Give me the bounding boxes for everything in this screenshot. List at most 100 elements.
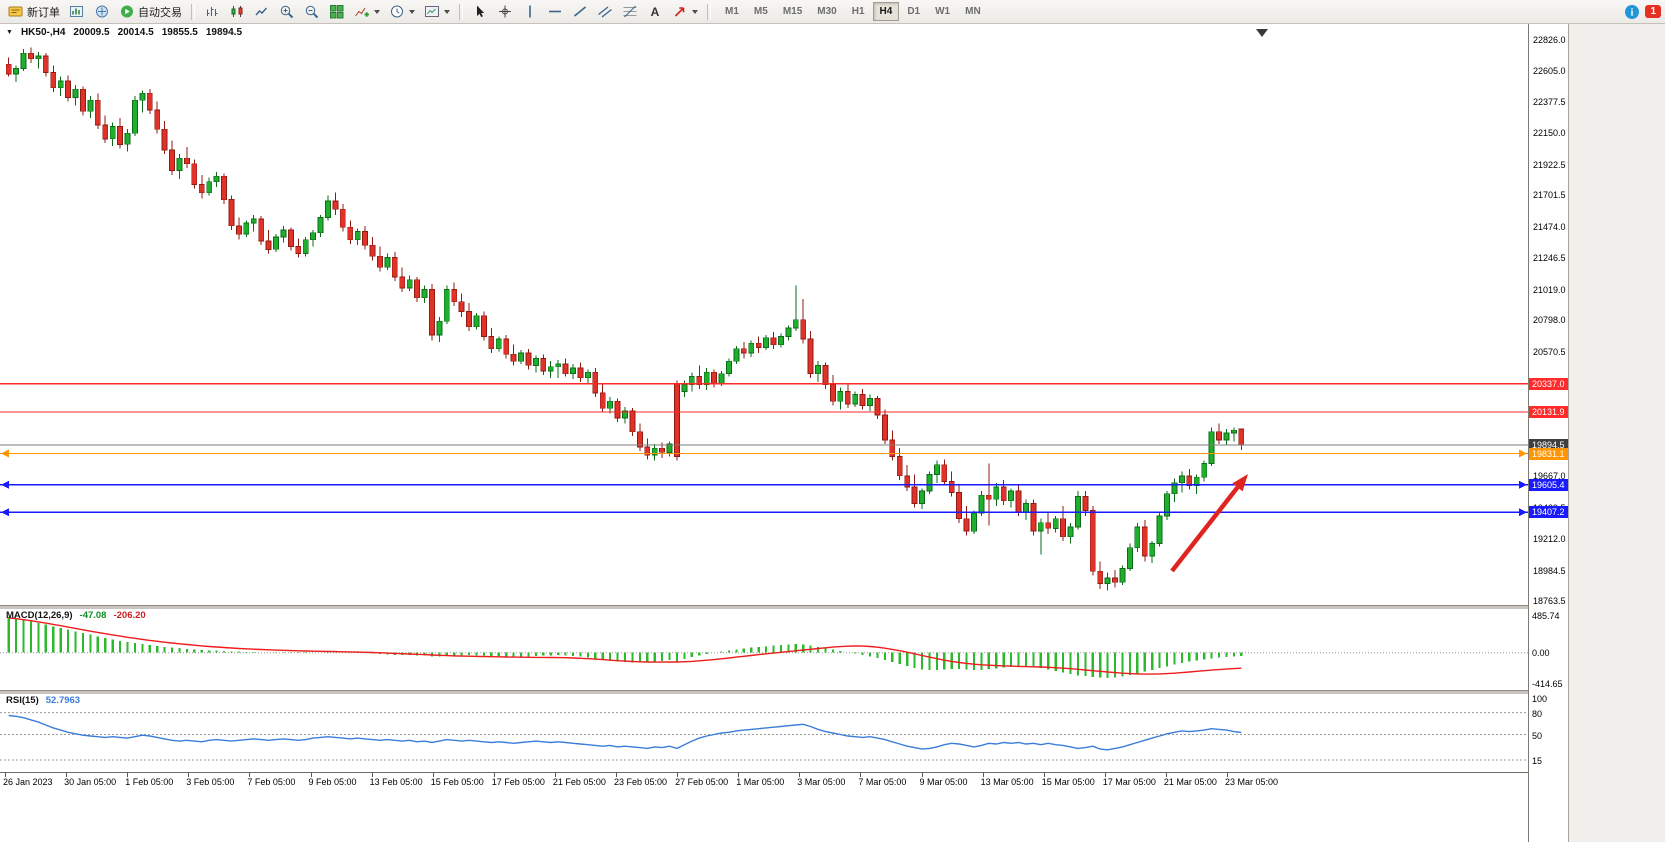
timeframe-toolbar: M1 M5 M15 M30 H1 H4 D1 W1 MN: [718, 2, 988, 21]
time-label: 23 Feb 05:00: [614, 777, 668, 787]
time-tick: [127, 773, 129, 777]
candlestick-chart-button[interactable]: [225, 2, 249, 22]
workspace-background: [1569, 23, 1665, 842]
fibonacci-icon: [623, 5, 637, 18]
time-label: 9 Feb 05:00: [308, 777, 357, 787]
line-chart-button[interactable]: [250, 2, 274, 22]
zoom-in-button[interactable]: [275, 2, 299, 22]
time-label: 27 Feb 05:00: [675, 777, 729, 787]
support-line-blue-upper[interactable]: [0, 480, 1528, 489]
macd-scale-tick: 485.74: [1532, 611, 1560, 621]
svg-text:A: A: [651, 5, 660, 19]
time-label: 15 Mar 05:00: [1041, 777, 1095, 787]
macd-histogram: [7, 617, 1243, 678]
rsi-panel[interactable]: [0, 693, 1528, 772]
vertical-line-button[interactable]: [518, 2, 542, 22]
channel-button[interactable]: [593, 2, 617, 22]
time-label: 13 Feb 05:00: [369, 777, 423, 787]
price-tick: 18763.5: [1533, 596, 1566, 607]
macd-panel[interactable]: [0, 608, 1528, 690]
rsi-scale-tick: 80: [1532, 708, 1543, 719]
notification-badge[interactable]: 1: [1645, 5, 1661, 18]
time-tick: [738, 773, 740, 777]
time-tick: [554, 773, 556, 777]
timeframe-h1-button[interactable]: H1: [845, 2, 872, 21]
support-line-blue-lower-price-label: 19407.2: [1529, 506, 1568, 519]
templates-button[interactable]: [420, 2, 454, 22]
trendline-button[interactable]: [568, 2, 592, 22]
channel-icon: [598, 6, 612, 18]
chart-symbol-period: HK50-,H4: [20, 27, 66, 38]
toolbar-separator: [459, 3, 463, 20]
market-watch-button[interactable]: [65, 2, 89, 22]
periods-button[interactable]: [385, 2, 419, 22]
crosshair-button[interactable]: [493, 2, 517, 22]
timeframe-m5-button[interactable]: M5: [747, 2, 775, 21]
arrows-button[interactable]: [668, 2, 702, 22]
time-tick: [249, 773, 251, 777]
rsi-scale-tick: 15: [1532, 756, 1543, 766]
zoom-out-button[interactable]: [300, 2, 324, 22]
chevron-down-icon: [374, 9, 380, 14]
time-axis[interactable]: 26 Jan 2023 30 Jan 05:00 1 Feb 05:00 3 Feb …: [0, 772, 1568, 793]
time-label: 9 Mar 05:00: [919, 777, 968, 787]
toolbar-separator: [191, 3, 195, 20]
trend-arrow[interactable]: [1170, 474, 1248, 573]
clock-icon: [391, 5, 403, 18]
indicators-button[interactable]: [350, 2, 384, 22]
community-icon[interactable]: i: [1624, 4, 1640, 20]
chart-open-value: 20009.5: [73, 27, 110, 38]
timeframe-m1-button[interactable]: M1: [718, 2, 746, 21]
panel-splitter[interactable]: [0, 690, 1568, 695]
panel-splitter[interactable]: [0, 605, 1568, 610]
vertical-line-icon: [529, 5, 531, 18]
chevron-down-icon: [444, 9, 450, 14]
text-button[interactable]: A: [643, 2, 667, 22]
timeframe-h4-button[interactable]: H4: [872, 2, 900, 21]
time-label: 1 Feb 05:00: [125, 777, 174, 787]
time-tick: [616, 773, 617, 777]
time-tick: [1104, 773, 1106, 777]
fibonacci-button[interactable]: [618, 2, 642, 22]
timeframe-m15-button[interactable]: M15: [776, 2, 809, 21]
new-order-button[interactable]: 新订单: [4, 2, 64, 22]
timeframe-d1-button[interactable]: D1: [900, 2, 927, 21]
chart-window: ▼ HK50-,H4 20009.5 20014.5 19855.5 19894…: [0, 23, 1569, 842]
price-chart-canvas[interactable]: [0, 27, 1528, 605]
new-order-label: 新订单: [27, 6, 60, 19]
time-tick: [860, 773, 862, 777]
macd-scale-tick: 0.00: [1532, 647, 1550, 658]
chart-low-value: 19855.5: [161, 27, 198, 38]
text-icon: A: [651, 5, 660, 19]
zoom-in-icon: [280, 5, 294, 19]
timeframe-m30-button[interactable]: M30: [810, 2, 843, 21]
navigator-button[interactable]: [90, 2, 114, 22]
svg-text:i: i: [1631, 7, 1634, 18]
price-axis[interactable]: 22826.0 22605.0 22377.5 22150.0 21922.5 21701…: [1528, 23, 1568, 842]
cursor-button[interactable]: [468, 2, 492, 22]
macd-label: MACD(12,26,9) -47.08 -206.20: [6, 610, 146, 621]
tile-windows-button[interactable]: [325, 2, 349, 22]
support-line-blue-lower[interactable]: [0, 508, 1528, 517]
horizontal-line-button[interactable]: [543, 2, 567, 22]
time-tick: [982, 773, 984, 777]
price-tick: 19667.0: [1533, 471, 1566, 482]
toolbar-right-group: i 1: [1624, 4, 1665, 20]
chevron-down-icon[interactable]: ▼: [6, 29, 13, 36]
chart-shift-marker[interactable]: [1256, 29, 1268, 37]
time-label: 23 Mar 05:00: [1225, 777, 1279, 787]
line-chart-icon: [255, 7, 268, 16]
autotrading-button[interactable]: 自动交易: [115, 2, 186, 22]
macd-signal-line: [8, 617, 1242, 675]
time-tick: [799, 773, 801, 777]
price-tick: 22826.0: [1533, 35, 1566, 45]
price-tick: 20798.0: [1533, 315, 1566, 326]
price-tick: 22150.0: [1533, 128, 1566, 139]
chart-high-value: 20014.5: [117, 27, 154, 38]
rsi-label: RSI(15) 52.7963: [6, 695, 80, 706]
time-tick: [1227, 773, 1228, 777]
timeframe-mn-button[interactable]: MN: [958, 2, 988, 21]
support-line-orange[interactable]: [0, 449, 1528, 458]
timeframe-w1-button[interactable]: W1: [928, 2, 957, 21]
bar-chart-button[interactable]: [200, 2, 224, 22]
